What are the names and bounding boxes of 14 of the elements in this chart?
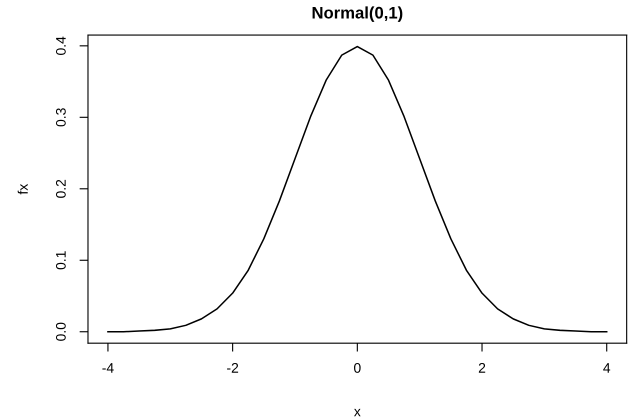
chart-title: Normal(0,1)	[312, 6, 402, 22]
x-tick-label: 4	[603, 363, 610, 373]
y-tick-label: 0.3	[56, 108, 66, 126]
y-tick-label: 0.1	[56, 251, 66, 270]
x-tick-label: -2	[227, 362, 238, 373]
x-tick-label: -4	[102, 363, 114, 373]
x-tick-label: 2	[478, 362, 486, 373]
y-tick-label: 0.4	[56, 36, 66, 55]
y-tick-label: 0.2	[56, 180, 66, 198]
x-tick-label: 0	[354, 362, 361, 373]
y-axis-title: fx	[18, 184, 28, 194]
y-tick-label: 0.0	[56, 322, 66, 341]
line-series	[107, 46, 608, 333]
x-axis-title: x	[354, 408, 361, 416]
